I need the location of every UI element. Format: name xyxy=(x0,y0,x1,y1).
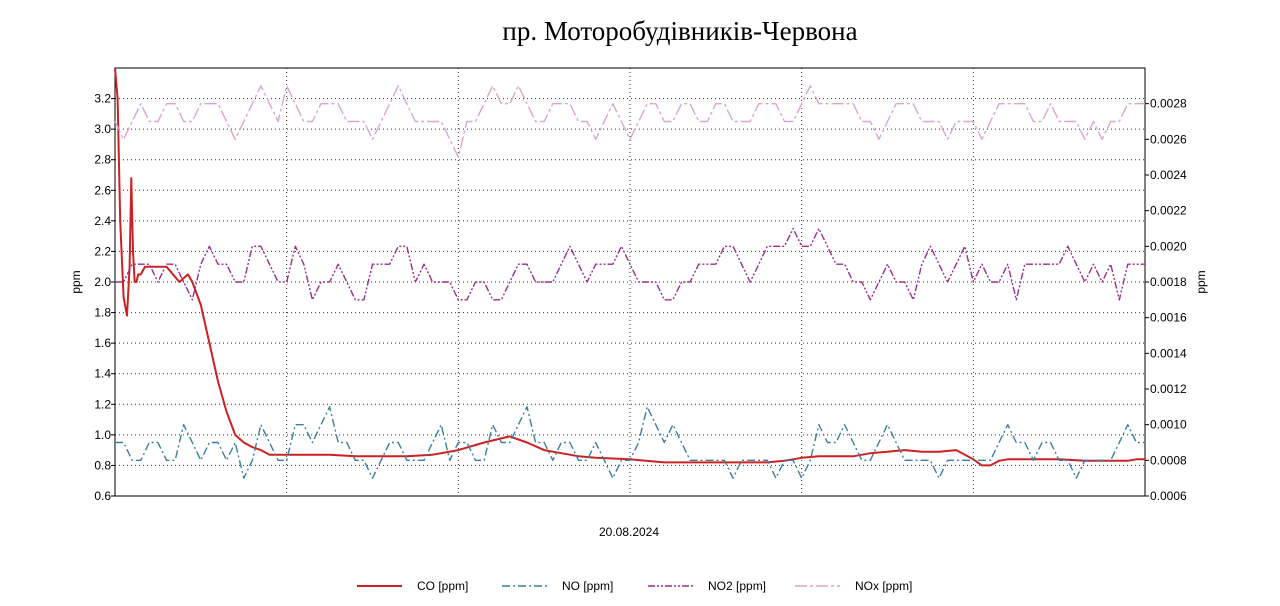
left-tick-label: 3.2 xyxy=(94,92,111,106)
left-tick-label: 3.0 xyxy=(94,122,111,136)
right-tick-label: 0.0006 xyxy=(1150,489,1187,503)
right-tick-label: 0.0010 xyxy=(1150,418,1187,432)
left-tick-label: 1.8 xyxy=(94,306,111,320)
series-line-no2 xyxy=(115,227,1145,301)
left-tick-label: 2.2 xyxy=(94,244,111,258)
left-tick-label: 0.8 xyxy=(94,458,111,472)
right-tick-label: 0.0014 xyxy=(1150,346,1187,360)
left-tick-label: 2.6 xyxy=(94,183,111,197)
left-tick-label: 1.6 xyxy=(94,336,111,350)
legend: CO [ppm] NO [ppm] NO2 [ppm] NOx [ppm] xyxy=(357,579,912,593)
right-tick-label: 0.0022 xyxy=(1150,204,1187,218)
legend-label: NO2 [ppm] xyxy=(708,579,766,593)
left-axis-label: ppm xyxy=(69,270,83,293)
left-tick-label: 2.8 xyxy=(94,153,111,167)
legend-label: CO [ppm] xyxy=(417,579,468,593)
legend-label: NO [ppm] xyxy=(562,579,613,593)
series-line-co xyxy=(114,67,1145,467)
x-axis-label: 20.08.2024 xyxy=(599,525,659,539)
right-tick-label: 0.0020 xyxy=(1150,239,1187,253)
left-axis: 0.6 0.8 1.0 1.2 1.4 1.6 1.8 2.0 2.2 2.4 2.6 2.8 3.0 3… xyxy=(94,92,115,503)
left-tick-label: 2.0 xyxy=(94,275,111,289)
series-lines xyxy=(114,67,1145,479)
right-tick-label: 0.0024 xyxy=(1150,168,1187,182)
right-tick-label: 0.0016 xyxy=(1150,311,1187,325)
right-tick-label: 0.0028 xyxy=(1150,97,1187,111)
left-tick-label: 0.6 xyxy=(94,489,111,503)
series-line-nox xyxy=(114,85,1145,158)
grid-lines xyxy=(115,68,1145,496)
legend-label: NOx [ppm] xyxy=(855,579,912,593)
series-line-no xyxy=(115,406,1145,479)
right-tick-label: 0.0012 xyxy=(1150,382,1187,396)
left-tick-label: 2.4 xyxy=(94,214,111,228)
left-tick-label: 1.4 xyxy=(94,367,111,381)
left-tick-label: 1.0 xyxy=(94,428,111,442)
right-tick-label: 0.0018 xyxy=(1150,275,1187,289)
right-axis-label: ppm xyxy=(1194,270,1208,293)
right-tick-label: 0.0026 xyxy=(1150,132,1187,146)
left-tick-label: 1.2 xyxy=(94,397,111,411)
right-tick-label: 0.0008 xyxy=(1150,453,1187,467)
right-axis: 0.0006 0.0008 0.0010 0.0012 0.0014 0.0016 0.00… xyxy=(1145,97,1187,503)
chart-title: пр. Моторобудівників-Червона xyxy=(502,16,857,46)
